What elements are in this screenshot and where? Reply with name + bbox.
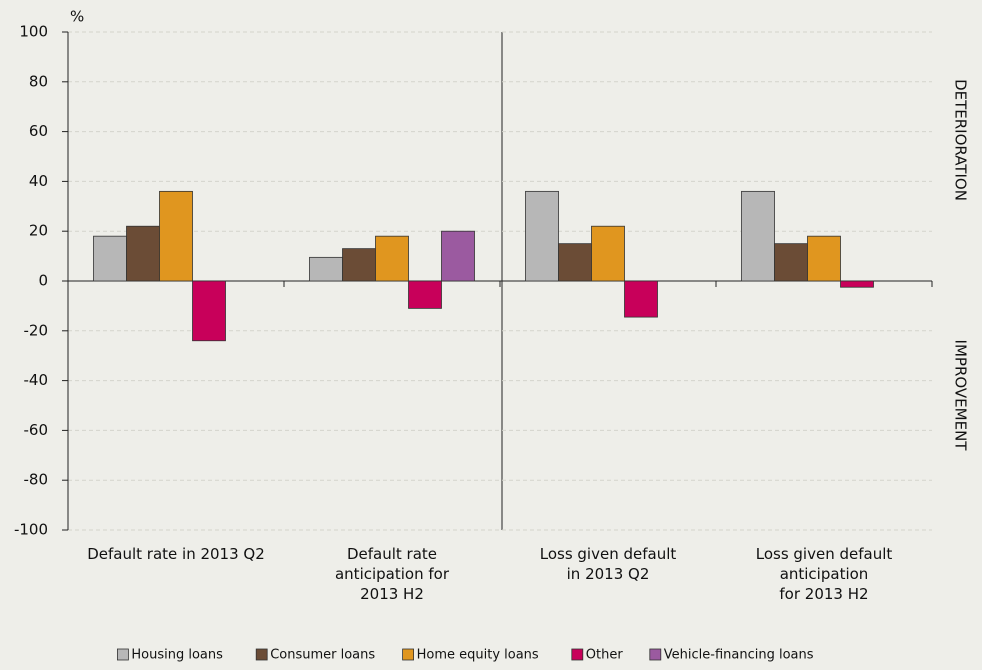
bar <box>192 280 226 342</box>
bar <box>624 280 658 318</box>
y-tick-label: -20 <box>24 321 49 339</box>
legend-label: Other <box>586 648 624 663</box>
bar <box>309 256 343 282</box>
bar <box>741 190 775 282</box>
annotation: IMPROVEMENT <box>952 340 970 452</box>
bar <box>774 243 808 282</box>
y-tick-label: -60 <box>24 421 49 439</box>
bar <box>591 225 625 282</box>
bar <box>408 280 442 309</box>
legend-swatch <box>649 648 662 661</box>
y-tick-label: -80 <box>24 471 49 489</box>
bar <box>375 235 409 282</box>
y-tick-label: 0 <box>38 272 48 290</box>
annotation: DETERIORATION <box>952 79 970 201</box>
x-tick-label: Default rate in 2013 Q2 <box>87 545 265 563</box>
bar <box>525 190 559 282</box>
unit-label: % <box>70 8 84 26</box>
y-tick-label: 20 <box>29 222 48 240</box>
bar <box>558 243 592 282</box>
bar <box>441 230 475 282</box>
y-tick-label: 40 <box>29 172 48 190</box>
legend-swatch <box>117 648 129 661</box>
y-tick-label: 80 <box>29 72 48 90</box>
bar <box>93 235 127 282</box>
legend-swatch <box>571 648 584 661</box>
y-tick-label: 100 <box>19 23 48 41</box>
y-tick-label: -40 <box>24 371 49 389</box>
bar <box>840 280 874 288</box>
legend-label: Vehicle-financing loans <box>664 648 814 663</box>
legend-swatch <box>255 648 268 661</box>
bar <box>126 225 160 282</box>
legend-swatch <box>402 648 415 661</box>
x-tick-label: Loss given default anticipation for 2013… <box>755 545 893 603</box>
legend-label: Home equity loans <box>417 648 539 663</box>
bar <box>807 235 841 282</box>
legend-label: Housing loans <box>131 648 223 663</box>
x-tick-label: Default rate anticipation for 2013 H2 <box>334 545 449 603</box>
y-tick-label: 60 <box>29 122 48 140</box>
legend-label: Consumer loans <box>270 648 375 663</box>
bar <box>159 190 193 282</box>
x-tick-label: Loss given default in 2013 Q2 <box>539 545 677 583</box>
bar <box>342 248 376 282</box>
y-tick-label: -100 <box>14 521 48 539</box>
